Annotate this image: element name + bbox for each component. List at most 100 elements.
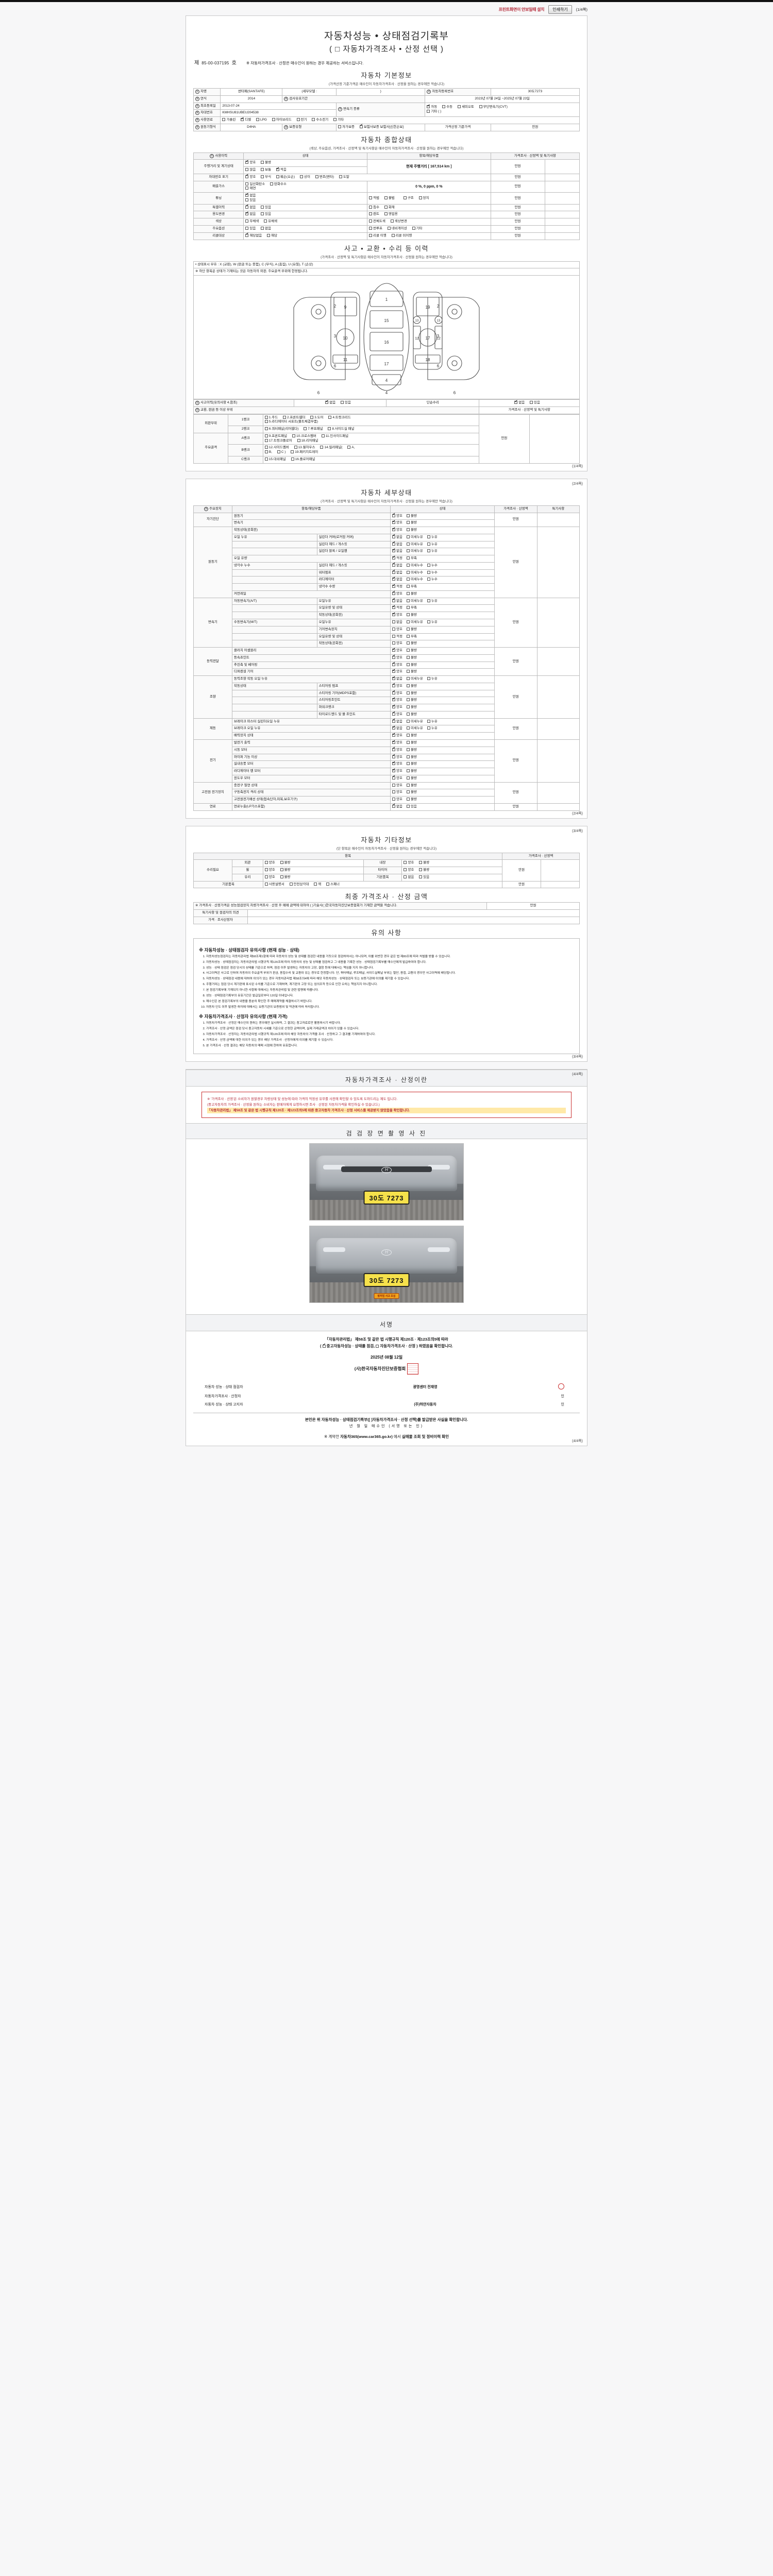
detail-opt-2-1-0[interactable]: 적정 [392, 605, 402, 611]
detail-opt-1-4-0[interactable]: 적정 [392, 555, 402, 561]
checkbox-icon[interactable] [406, 748, 410, 751]
trans-opt-2[interactable]: 세미오토 [457, 105, 474, 110]
checkbox-icon[interactable] [406, 762, 410, 766]
opt-use-none[interactable]: 없음 [245, 211, 256, 217]
checkbox-icon[interactable] [392, 803, 395, 808]
checkbox-icon[interactable] [406, 677, 410, 681]
checkbox-icon[interactable] [406, 741, 410, 744]
fuel-opt-1[interactable]: 디젤 [241, 117, 251, 123]
opt-simple-none[interactable]: 없음 [514, 400, 525, 405]
checkbox-icon[interactable] [406, 698, 410, 702]
checkbox-icon[interactable] [392, 598, 395, 602]
checkbox-icon[interactable] [392, 740, 395, 744]
opt-fire[interactable]: 화재 [384, 205, 395, 210]
opt-structure[interactable]: 구조 [403, 196, 414, 201]
part-14[interactable]: 14.필러패널( [320, 446, 342, 450]
checkbox-icon[interactable] [392, 541, 395, 546]
detail-opt-3-3-0[interactable]: 양호 [392, 669, 402, 674]
opt-glass-bad[interactable]: 불량 [280, 875, 291, 880]
opt-tuning-yes[interactable]: 있음 [245, 198, 256, 203]
opt-rent[interactable]: 렌트 [369, 212, 379, 217]
opt-bad[interactable]: 불량 [261, 161, 271, 165]
checkbox-icon[interactable] [392, 520, 395, 524]
checkbox-icon[interactable] [406, 521, 410, 524]
checkbox-icon[interactable] [406, 705, 410, 709]
checkbox-icon[interactable] [392, 534, 395, 538]
checkbox-icon[interactable] [406, 606, 410, 609]
car365-link[interactable]: 자동차365(www.car365.go.kr) [340, 1434, 393, 1439]
fuel-opt-3[interactable]: 하이브리드 [272, 118, 292, 123]
checkbox-icon[interactable] [392, 648, 395, 652]
checkbox-icon[interactable] [427, 535, 430, 538]
opt-smoke[interactable]: 매연 [245, 187, 256, 191]
opt-wheel-bad[interactable]: 불량 [280, 868, 291, 873]
fuel-opt-6[interactable]: 기타 [333, 118, 344, 123]
part-11[interactable]: 11.인사이드패널 [321, 434, 348, 439]
part-2[interactable]: 2.프론트휀더 [283, 415, 305, 420]
part-9[interactable]: 9.프론트패널 [264, 434, 287, 439]
checkbox-icon[interactable] [406, 542, 410, 546]
detail-opt-7-0-0[interactable]: 양호 [392, 783, 402, 788]
detail-opt-7-2-1[interactable]: 불량 [406, 798, 417, 802]
checkbox-icon[interactable] [427, 542, 430, 546]
part-13[interactable]: 13.휠하우스 [294, 446, 315, 450]
detail-opt-6-0-0[interactable]: 양호 [392, 740, 402, 745]
detail-opt-1-5-0[interactable]: 없음 [392, 562, 402, 568]
detail-opt-5-0-2[interactable]: 누유 [427, 719, 438, 724]
opt-normal[interactable]: 보통 [261, 168, 271, 173]
detail-opt-1-2-1[interactable]: 미세누유 [406, 542, 423, 547]
detail-opt-1-2-0[interactable]: 없음 [392, 541, 402, 547]
opt-acc-none[interactable]: 없음 [325, 400, 335, 405]
opt-achromatic[interactable]: 무채색 [245, 219, 259, 224]
trans-opt-1[interactable]: 수동 [442, 105, 452, 110]
detail-opt-1-6-2[interactable]: 누수 [427, 570, 438, 575]
detail-opt-4-0-2[interactable]: 누유 [427, 677, 438, 682]
part-17[interactable]: 17.트렁크플로어 [264, 438, 292, 444]
checkbox-icon[interactable] [406, 726, 410, 730]
checkbox-icon[interactable] [392, 798, 395, 801]
detail-opt-7-2-0[interactable]: 양호 [392, 798, 402, 802]
checkbox-icon[interactable] [406, 528, 410, 532]
opt-recall-na[interactable]: 해당없음 [245, 232, 262, 239]
detail-opt-2-3-1[interactable]: 미세누유 [406, 620, 423, 625]
detail-opt-2-6-1[interactable]: 불량 [406, 641, 417, 646]
detail-opt-2-3-2[interactable]: 누유 [427, 620, 438, 625]
checkbox-icon[interactable] [392, 775, 395, 779]
opt-recall-undone[interactable]: 리콜 미이행 [391, 233, 412, 239]
opt-wheel-good[interactable]: 양호 [264, 868, 275, 873]
detail-opt-4-1-1[interactable]: 불량 [406, 684, 417, 689]
part-3[interactable]: 3.도어 [310, 415, 324, 420]
checkbox-icon[interactable] [427, 677, 430, 681]
checkbox-icon[interactable] [392, 641, 395, 645]
checkbox-icon[interactable] [406, 719, 410, 723]
checkbox-icon[interactable] [406, 599, 410, 602]
detail-opt-1-3-0[interactable]: 없음 [392, 548, 402, 554]
detail-opt-3-1-1[interactable]: 불량 [406, 655, 417, 660]
detail-opt-2-3-0[interactable]: 없음 [392, 620, 402, 625]
checkbox-icon[interactable] [392, 620, 395, 623]
detail-opt-1-3-2[interactable]: 누유 [427, 549, 438, 554]
checkbox-icon[interactable] [406, 655, 410, 659]
detail-opt-1-0-1[interactable]: 불량 [406, 528, 417, 533]
detail-opt-1-2-2[interactable]: 누유 [427, 542, 438, 547]
opt-co[interactable]: 일산화탄소 [245, 182, 265, 187]
detail-opt-1-0-0[interactable]: 양호 [392, 527, 402, 533]
detail-opt-6-5-1[interactable]: 불량 [406, 776, 417, 781]
part-10[interactable]: 10.크로스멤버 [292, 434, 316, 439]
detail-opt-3-2-1[interactable]: 불량 [406, 663, 417, 668]
detail-opt-1-8-1[interactable]: 부족 [406, 585, 417, 589]
checkbox-icon[interactable] [406, 798, 410, 801]
opt-colorchange[interactable]: 색상변경 [390, 219, 407, 224]
detail-opt-1-3-1[interactable]: 미세누유 [406, 549, 423, 554]
detail-opt-8-0-0[interactable]: 없음 [392, 803, 402, 809]
detail-opt-4-4-0[interactable]: 양호 [392, 704, 402, 710]
checkbox-icon[interactable] [392, 690, 395, 694]
part-14a[interactable]: A, [347, 446, 355, 450]
detail-opt-2-5-0[interactable]: 적정 [392, 634, 402, 639]
detail-opt-5-0-1[interactable]: 미세누유 [406, 719, 423, 724]
checkbox-icon[interactable] [406, 691, 410, 694]
opt-vin-alter[interactable]: 변조(변타) [315, 175, 334, 180]
checkbox-icon[interactable] [392, 676, 395, 681]
opt-many[interactable]: 많음 [245, 168, 256, 173]
detail-opt-1-6-0[interactable]: 없음 [392, 569, 402, 575]
